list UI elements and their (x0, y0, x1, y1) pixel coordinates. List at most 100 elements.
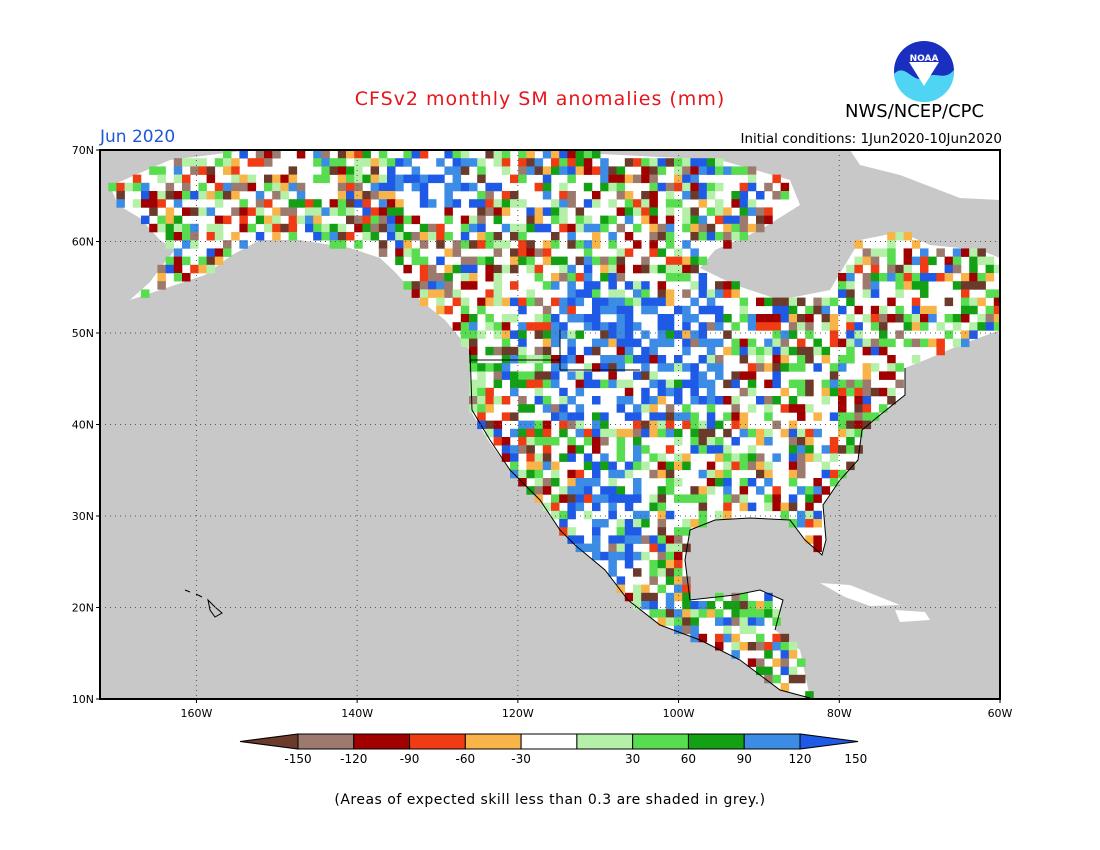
anomaly-cell (419, 199, 429, 208)
anomaly-cell (198, 256, 207, 266)
anomaly-cell (838, 273, 847, 282)
anomaly-cell (805, 305, 814, 315)
anomaly-cell (419, 273, 429, 282)
anomaly-cell (616, 404, 626, 413)
anomaly-cell (608, 379, 617, 389)
anomaly-cell (583, 453, 593, 462)
anomaly-cell (592, 396, 601, 405)
anomaly-cell (624, 232, 634, 241)
anomaly-cell (247, 182, 257, 192)
anomaly-cell (879, 346, 888, 356)
anomaly-cell (190, 232, 199, 241)
anomaly-cell (551, 510, 560, 520)
anomaly-cell (575, 289, 585, 298)
anomaly-cell (198, 207, 207, 216)
anomaly-cell (747, 371, 757, 380)
anomaly-cell (682, 215, 691, 225)
anomaly-cell (165, 207, 175, 216)
anomaly-cell (731, 453, 740, 462)
anomaly-cell (141, 182, 150, 192)
anomaly-cell (575, 314, 585, 323)
anomaly-cell (542, 223, 552, 233)
anomaly-cell (395, 158, 404, 167)
anomaly-cell (510, 453, 519, 462)
anomaly-cell (788, 346, 798, 356)
anomaly-cell (641, 601, 650, 610)
anomaly-cell (583, 289, 593, 298)
anomaly-cell (633, 174, 642, 184)
anomaly-cell (493, 150, 503, 159)
anomaly-cell (641, 355, 650, 364)
anomaly-cell (731, 396, 740, 405)
anomaly-cell (493, 264, 503, 274)
anomaly-cell (616, 289, 626, 298)
lon-tick-label: 60W (988, 707, 1013, 720)
anomaly-cell (698, 191, 708, 200)
anomaly-cell (551, 281, 560, 290)
anomaly-cell (608, 510, 617, 520)
anomaly-cell (346, 191, 355, 200)
anomaly-cell (616, 445, 626, 454)
anomaly-cell (378, 223, 388, 233)
anomaly-cell (846, 461, 855, 471)
anomaly-cell (501, 445, 511, 454)
anomaly-cell (288, 166, 298, 175)
anomaly-cell (370, 166, 380, 175)
anomaly-cell (501, 207, 511, 216)
anomaly-cell (838, 428, 847, 438)
anomaly-cell (805, 314, 814, 323)
anomaly-cell (305, 207, 314, 216)
anomaly-cell (534, 223, 544, 233)
anomaly-cell (313, 174, 322, 184)
anomaly-cell (690, 371, 699, 380)
anomaly-cell (838, 412, 847, 421)
anomaly-cell (518, 371, 527, 380)
anomaly-cell (633, 264, 642, 274)
anomaly-cell (731, 404, 740, 413)
anomaly-cell (534, 264, 544, 274)
anomaly-cell (501, 322, 511, 331)
anomaly-cell (944, 264, 954, 274)
anomaly-cell (764, 461, 773, 471)
anomaly-cell (764, 215, 773, 225)
anomaly-cell (674, 387, 683, 397)
anomaly-cell (592, 527, 601, 536)
anomaly-cell (469, 215, 478, 225)
anomaly-cell (616, 314, 626, 323)
anomaly-cell (682, 182, 691, 192)
anomaly-cell (526, 240, 535, 249)
anomaly-cell (288, 223, 298, 233)
anomaly-cell (838, 379, 847, 389)
anomaly-cell (518, 355, 527, 364)
anomaly-cell (641, 371, 650, 380)
anomaly-cell (526, 264, 535, 274)
anomaly-cell (624, 379, 634, 389)
anomaly-cell (854, 412, 863, 421)
anomaly-cell (214, 182, 224, 192)
anomaly-cell (649, 576, 658, 585)
anomaly-cell (624, 469, 634, 479)
anomaly-cell (870, 346, 880, 356)
anomaly-cell (551, 355, 560, 364)
anomaly-cell (526, 207, 535, 216)
anomaly-cell (354, 182, 363, 192)
anomaly-cell (772, 379, 781, 389)
anomaly-cell (657, 486, 667, 495)
anomaly-cell (641, 387, 650, 397)
anomaly-cell (255, 232, 265, 241)
anomaly-cell (698, 494, 708, 503)
anomaly-cell (829, 314, 839, 323)
anomaly-cell (772, 453, 781, 462)
anomaly-cell (526, 404, 535, 413)
anomaly-cell (288, 207, 298, 216)
anomaly-cell (747, 601, 757, 610)
anomaly-cell (698, 379, 708, 389)
anomaly-cell (526, 248, 535, 257)
anomaly-cell (665, 568, 675, 577)
anomaly-cell (854, 404, 863, 413)
anomaly-cell (649, 560, 658, 569)
anomaly-cell (600, 338, 609, 348)
colorbar: -150 -120 -90 -60 -30 30 60 90 120 150 (239, 733, 867, 766)
anomaly-cell (452, 297, 462, 307)
anomaly-cell (649, 601, 658, 610)
